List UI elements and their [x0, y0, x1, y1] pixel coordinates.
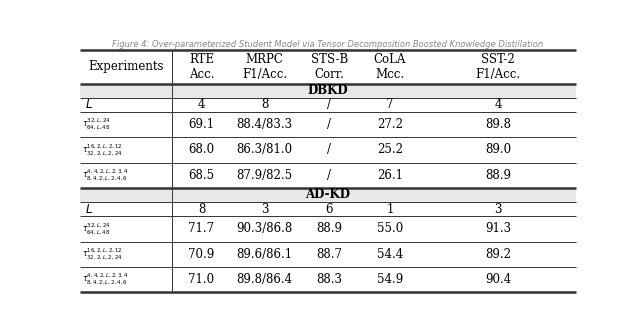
- Text: 8: 8: [198, 203, 205, 216]
- Text: 68.0: 68.0: [188, 143, 214, 157]
- Text: 89.0: 89.0: [485, 143, 511, 157]
- Text: 1: 1: [387, 203, 394, 216]
- Text: 54.9: 54.9: [377, 273, 403, 286]
- Text: 90.4: 90.4: [484, 273, 511, 286]
- Text: /: /: [327, 118, 332, 131]
- Text: 26.1: 26.1: [377, 169, 403, 182]
- Text: 88.9: 88.9: [316, 222, 342, 235]
- Text: $\mathit{L}$: $\mathit{L}$: [85, 203, 93, 216]
- Text: 70.9: 70.9: [188, 248, 214, 261]
- Text: 4: 4: [198, 99, 205, 112]
- Text: $\tau^{4,4,2,L,2,3,4}_{8,4,2,L,2,4,6}$: $\tau^{4,4,2,L,2,3,4}_{8,4,2,L,2,4,6}$: [83, 272, 129, 287]
- Text: 25.2: 25.2: [377, 143, 403, 157]
- Text: 27.2: 27.2: [377, 118, 403, 131]
- Text: MRPC
F1/Acc.: MRPC F1/Acc.: [242, 53, 287, 81]
- Text: 89.8/86.4: 89.8/86.4: [237, 273, 293, 286]
- Text: 3: 3: [261, 203, 269, 216]
- Text: 55.0: 55.0: [377, 222, 403, 235]
- Text: 89.6/86.1: 89.6/86.1: [237, 248, 293, 261]
- Bar: [80, 188, 576, 202]
- Text: 71.0: 71.0: [188, 273, 214, 286]
- Text: SST-2
F1/Acc.: SST-2 F1/Acc.: [476, 53, 520, 81]
- Text: 88.7: 88.7: [316, 248, 342, 261]
- Text: 90.3/86.8: 90.3/86.8: [237, 222, 293, 235]
- Text: 69.1: 69.1: [188, 118, 214, 131]
- Text: 3: 3: [494, 203, 502, 216]
- Text: 88.3: 88.3: [316, 273, 342, 286]
- Text: DBKD: DBKD: [308, 84, 348, 97]
- Text: 91.3: 91.3: [485, 222, 511, 235]
- Text: 89.2: 89.2: [485, 248, 511, 261]
- Text: RTE
Acc.: RTE Acc.: [189, 53, 214, 81]
- Text: 87.9/82.5: 87.9/82.5: [237, 169, 293, 182]
- Text: 86.3/81.0: 86.3/81.0: [237, 143, 293, 157]
- Text: /: /: [327, 169, 332, 182]
- Text: STS-B
Corr.: STS-B Corr.: [310, 53, 348, 81]
- Text: Experiments: Experiments: [88, 60, 164, 73]
- Text: 7: 7: [387, 99, 394, 112]
- Text: 4: 4: [494, 99, 502, 112]
- Text: 71.7: 71.7: [188, 222, 214, 235]
- Text: Figure 4: Over-parameterized Student Model via Tensor Decomposition Boosted Know: Figure 4: Over-parameterized Student Mod…: [113, 40, 543, 49]
- Text: CoLA
Mcc.: CoLA Mcc.: [374, 53, 406, 81]
- Text: /: /: [327, 99, 332, 112]
- Text: /: /: [327, 143, 332, 157]
- Text: 6: 6: [326, 203, 333, 216]
- Text: $\tau^{32,L,24}_{64,L,48}$: $\tau^{32,L,24}_{64,L,48}$: [83, 221, 111, 237]
- Text: 89.8: 89.8: [485, 118, 511, 131]
- Text: $\mathit{L}$: $\mathit{L}$: [85, 99, 93, 112]
- Text: $\tau^{16,2,L,2,12}_{32,2,L,2,24}$: $\tau^{16,2,L,2,12}_{32,2,L,2,24}$: [83, 142, 124, 158]
- Text: 68.5: 68.5: [188, 169, 214, 182]
- Text: 88.9: 88.9: [485, 169, 511, 182]
- Text: 54.4: 54.4: [377, 248, 403, 261]
- Bar: [80, 83, 576, 98]
- Text: AD-KD: AD-KD: [305, 188, 351, 202]
- Text: $\tau^{16,2,L,2,12}_{32,2,L,2,24}$: $\tau^{16,2,L,2,12}_{32,2,L,2,24}$: [83, 247, 124, 262]
- Text: 88.4/83.3: 88.4/83.3: [237, 118, 293, 131]
- Text: $\tau^{32,L,24}_{64,L,48}$: $\tau^{32,L,24}_{64,L,48}$: [83, 117, 111, 132]
- Text: 8: 8: [261, 99, 268, 112]
- Text: $\tau^{4,4,2,L,2,3,4}_{8,4,2,L,2,4,6}$: $\tau^{4,4,2,L,2,3,4}_{8,4,2,L,2,4,6}$: [83, 167, 129, 183]
